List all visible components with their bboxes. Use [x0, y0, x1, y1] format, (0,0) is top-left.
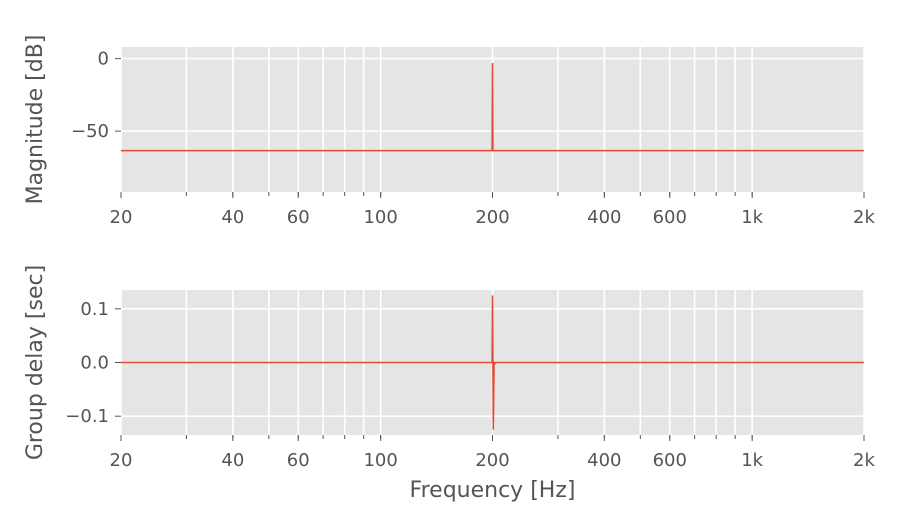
x-tick-label: 600 — [653, 207, 687, 228]
data-line — [121, 62, 864, 152]
x-tick-label: 100 — [363, 450, 397, 471]
y-tick-label: 0.1 — [80, 299, 109, 320]
x-tick-label: 400 — [587, 207, 621, 228]
x-tick-label: 2k — [853, 450, 875, 471]
x-tick-label: 200 — [475, 450, 509, 471]
x-axis-title: Frequency [Hz] — [410, 478, 576, 503]
chart-panel-magnitude: 0 −50 20 40 60 100 200 400 600 1k 2k Magnitude [dB] — [23, 35, 876, 228]
y-tick-label: 0.0 — [80, 353, 109, 374]
y-tick-label: −0.1 — [65, 406, 109, 427]
y-axis-title: Group delay [sec] — [23, 265, 48, 460]
x-tick-label: 20 — [110, 207, 133, 228]
x-tick-label: 20 — [110, 450, 133, 471]
x-tick-label: 200 — [475, 207, 509, 228]
x-tick-label: 40 — [221, 450, 244, 471]
x-tick-label: 100 — [363, 207, 397, 228]
x-tick-label: 600 — [653, 450, 687, 471]
y-tick-label: 0 — [98, 49, 109, 70]
x-tick-label: 60 — [287, 207, 310, 228]
data-line — [121, 295, 864, 430]
x-tick-label: 1k — [741, 207, 763, 228]
x-tick-label: 1k — [741, 450, 763, 471]
chart-panel-group-delay: 0.1 0.0 −0.1 20 40 60 100 200 400 600 1k 2k Group de… — [23, 265, 876, 503]
x-tick-label: 2k — [853, 207, 875, 228]
x-tick-label: 60 — [287, 450, 310, 471]
y-axis-title: Magnitude [dB] — [23, 35, 48, 205]
x-tick-label: 40 — [221, 207, 244, 228]
y-tick-label: −50 — [71, 121, 109, 142]
x-tick-label: 400 — [587, 450, 621, 471]
